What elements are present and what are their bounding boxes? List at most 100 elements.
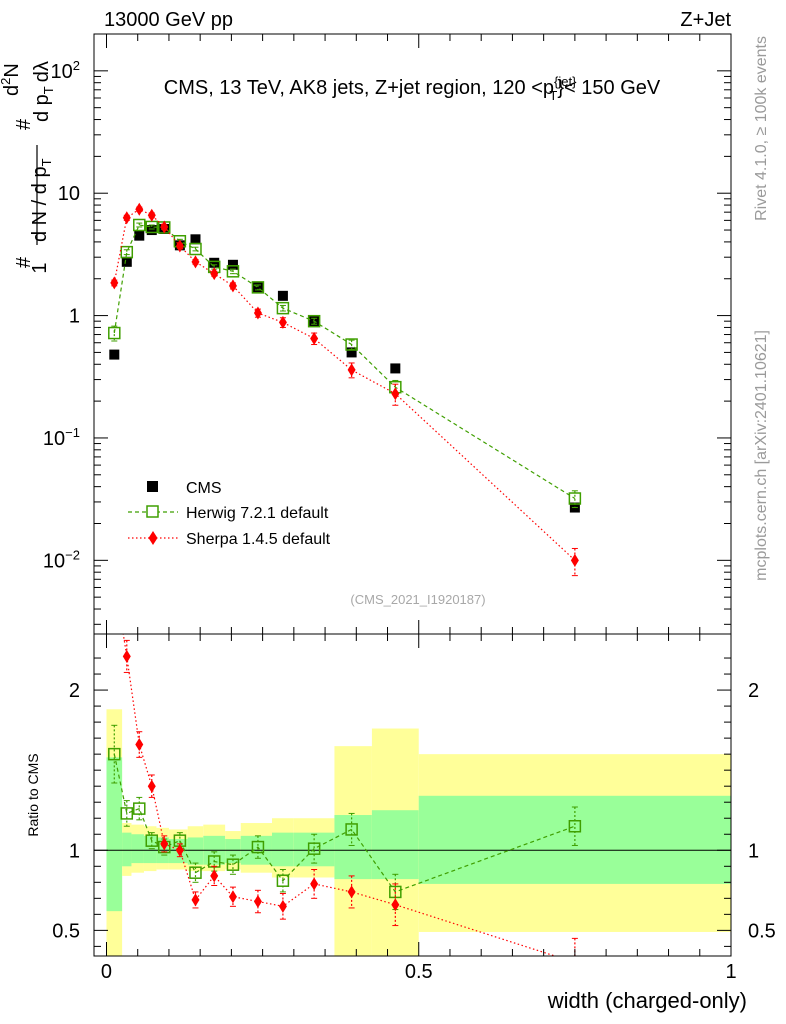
ratio-point-sherpa	[160, 837, 169, 851]
legend-marker-cms	[147, 481, 158, 492]
main-y-ticks: 10−2 10−1 1 10 102	[43, 33, 732, 634]
ylabel-d2n: d2N	[0, 63, 23, 96]
ratio-band-green	[271, 832, 294, 867]
main-panel: 10−2 10−1 1 10 102 CMS, 13 TeV, AK8 jets, Z+…	[0, 33, 732, 635]
ratio-point-herwig	[276, 874, 290, 887]
main-point-sherpa	[110, 276, 119, 290]
main-point-herwig	[251, 281, 265, 294]
main-series	[108, 202, 582, 577]
ratio-point-herwig	[251, 840, 265, 854]
main-title: CMS, 13 TeV, AK8 jets, Z+jet region, 120…	[164, 74, 661, 103]
ratio-point-herwig	[345, 823, 358, 836]
main-point-herwig	[276, 301, 290, 315]
ratio-y-tick-label-right: 1	[748, 840, 759, 862]
ylabel-one-over: 1	[29, 262, 51, 273]
main-point-sherpa	[228, 279, 237, 293]
main-point-herwig	[189, 242, 202, 256]
main-y-tick-label: 1	[69, 306, 80, 328]
main-point-herwig	[307, 314, 321, 328]
main-point-cms	[277, 290, 288, 301]
ratio-y-tick-label: 1	[69, 840, 80, 862]
x-tick-label: 0.5	[405, 961, 433, 983]
analysis-watermark: (CMS_2021_I1920187)	[350, 592, 485, 607]
main-point-cms	[346, 347, 357, 358]
ratio-point-herwig	[108, 747, 121, 761]
legend-marker-sherpa	[148, 531, 158, 545]
ratio-series	[108, 571, 582, 956]
main-point-sherpa	[347, 363, 356, 377]
ratio-band-green	[225, 839, 241, 864]
main-point-sherpa	[160, 220, 169, 234]
main-point-sherpa	[570, 553, 579, 567]
main-point-cms	[109, 349, 120, 360]
x-tick-label: 1	[725, 961, 736, 983]
ratio-point-sherpa	[391, 898, 400, 912]
main-point-cms	[146, 225, 157, 236]
legend-label-herwig: Herwig 7.2.1 default	[186, 505, 329, 522]
main-point-cms	[252, 282, 263, 293]
ratio-point-sherpa	[135, 738, 144, 752]
main-point-herwig	[133, 218, 146, 232]
header-left: 13000 GeV pp	[104, 9, 233, 31]
main-y-tick-label: 10−1	[43, 425, 80, 450]
ratio-point-herwig	[307, 842, 321, 855]
ratio-band-green	[334, 815, 372, 880]
x-tick-label: 0	[101, 961, 112, 983]
header-right: Z+Jet	[680, 9, 731, 31]
main-point-cms	[121, 256, 132, 267]
main-point-herwig	[345, 338, 358, 351]
mcplots-note: mcplots.cern.ch [arXiv:2401.10621]	[753, 330, 770, 581]
ratio-band-green	[371, 810, 419, 880]
main-line-sherpa	[113, 208, 576, 561]
main-point-herwig	[108, 326, 121, 340]
ratio-band-green	[122, 832, 132, 867]
main-point-sherpa	[135, 202, 144, 216]
ratio-point-sherpa	[347, 885, 356, 899]
ratio-frame	[93, 633, 732, 957]
ratio-ticks: 0.5 0.5 1 1 2 2 0 0.5 1	[52, 634, 776, 983]
ylabel-dn-dpt: d N / d pT	[29, 158, 54, 242]
ratio-point-herwig	[226, 858, 240, 871]
main-point-cms	[390, 363, 401, 374]
main-y-tick-label: 102	[51, 58, 80, 83]
main-y-tick-label: 10−2	[43, 547, 80, 572]
ratio-point-herwig	[120, 807, 134, 820]
ratio-bands	[106, 709, 731, 956]
ratio-line-sherpa	[122, 634, 557, 956]
main-point-cms	[190, 234, 201, 245]
ratio-point-sherpa	[228, 890, 237, 904]
ratio-point-sherpa	[210, 869, 219, 883]
ratio-point-sherpa	[574, 955, 575, 956]
main-point-herwig	[120, 245, 134, 259]
ratio-point-sherpa	[278, 899, 287, 913]
ylabel-hash-2: #	[13, 118, 35, 130]
main-point-sherpa	[210, 267, 219, 281]
x-axis-label: width (charged-only)	[547, 988, 747, 1013]
ratio-point-sherpa	[147, 779, 156, 793]
main-point-sherpa	[122, 211, 131, 225]
ratio-band-green	[143, 835, 157, 864]
main-point-herwig	[568, 492, 582, 505]
main-point-cms	[209, 257, 220, 268]
ratio-point-sherpa	[310, 877, 319, 891]
legend-label-sherpa: Sherpa 1.4.5 default	[186, 531, 331, 548]
ratio-point-herwig	[133, 802, 146, 815]
legend: CMS Herwig 7.2.1 default Sherpa 1.4.5 de…	[128, 480, 331, 548]
main-point-sherpa	[278, 315, 287, 329]
main-point-sherpa	[175, 239, 184, 253]
ratio-y-label: Ratio to CMS	[25, 753, 41, 836]
ratio-y-tick-label: 0.5	[52, 920, 80, 942]
ratio-point-sherpa	[191, 893, 200, 907]
ratio-point-sherpa	[175, 843, 184, 857]
legend-label-cms: CMS	[186, 480, 222, 497]
rivet-note: Rivet 4.1.0, ≥ 100k events	[753, 36, 770, 221]
main-point-herwig	[226, 265, 240, 278]
ratio-band-green	[106, 757, 123, 912]
main-point-sherpa	[310, 331, 319, 345]
ratio-point-sherpa	[110, 571, 118, 584]
main-point-cms	[134, 230, 145, 241]
legend-marker-herwig	[146, 505, 159, 518]
main-y-tick-label: 10	[58, 183, 80, 205]
main-point-sherpa	[391, 387, 400, 401]
